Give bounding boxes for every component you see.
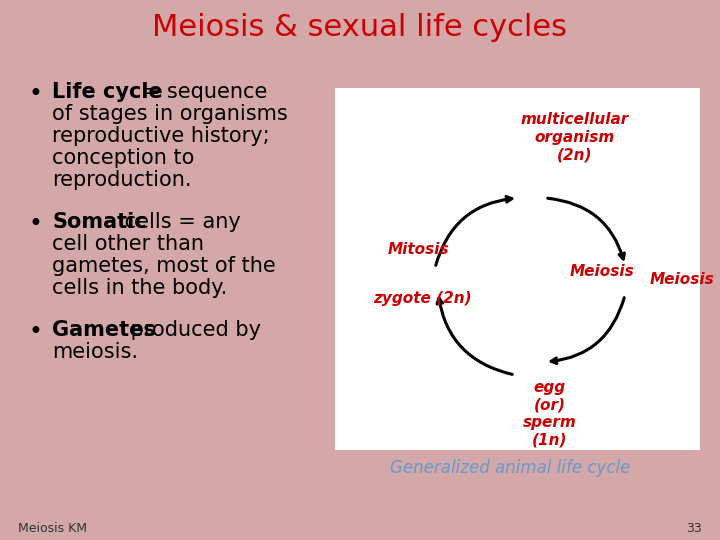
Text: conception to: conception to [52, 148, 194, 168]
Text: gametes, most of the: gametes, most of the [52, 256, 276, 276]
Text: Meiosis KM: Meiosis KM [18, 522, 87, 535]
Text: cell other than: cell other than [52, 234, 204, 254]
Text: zygote (2n): zygote (2n) [373, 291, 472, 306]
Text: Generalized animal life cycle: Generalized animal life cycle [390, 459, 630, 477]
Text: = sequence: = sequence [136, 82, 267, 102]
Text: •: • [28, 212, 42, 236]
Text: Meiosis & sexual life cycles: Meiosis & sexual life cycles [153, 14, 567, 43]
Text: of stages in organisms: of stages in organisms [52, 104, 288, 124]
Text: produced by: produced by [124, 320, 261, 340]
Text: cells in the body.: cells in the body. [52, 278, 228, 298]
Text: reproduction.: reproduction. [52, 170, 192, 190]
Text: reproductive history;: reproductive history; [52, 126, 269, 146]
Text: Meiosis: Meiosis [649, 273, 714, 287]
Text: Mitosis: Mitosis [387, 242, 449, 258]
Text: 33: 33 [686, 522, 702, 535]
Text: Life cycle: Life cycle [52, 82, 163, 102]
Text: Meiosis: Meiosis [570, 265, 634, 280]
Text: Somatic: Somatic [52, 212, 147, 232]
Text: egg
(or)
sperm
(1n): egg (or) sperm (1n) [523, 380, 577, 447]
Text: •: • [28, 82, 42, 106]
Text: multicellular
organism
(2n): multicellular organism (2n) [521, 112, 629, 162]
Text: •: • [28, 320, 42, 344]
Text: Gametes: Gametes [52, 320, 156, 340]
Text: cells = any: cells = any [118, 212, 240, 232]
Bar [335, 88, 700, 450]
Text: meiosis.: meiosis. [52, 342, 138, 362]
